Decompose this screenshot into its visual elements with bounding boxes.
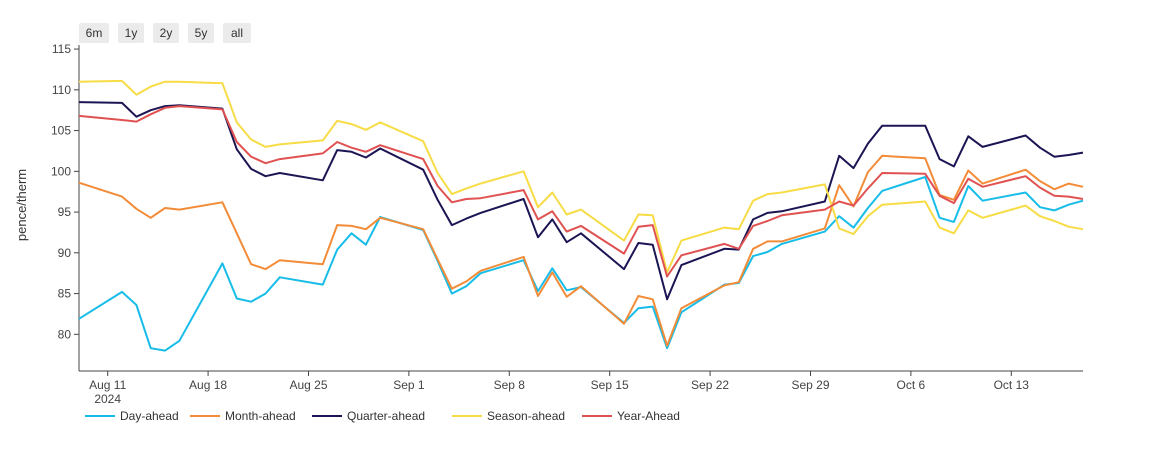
x-tick-label: Aug 18	[189, 378, 227, 392]
x-tick-label: Aug 25	[289, 378, 327, 392]
range-button-bg[interactable]	[188, 23, 214, 43]
y-tick-label: 110	[52, 83, 71, 97]
y-tick-label: 90	[58, 246, 72, 260]
y-tick-label: 80	[58, 327, 72, 341]
y-axis: 80 85 90 95 100 105 110 115	[51, 42, 80, 371]
y-tick-label: 115	[52, 42, 71, 56]
legend-label[interactable]: Quarter-ahead	[347, 409, 425, 423]
range-button-2y[interactable]: 2y	[153, 23, 179, 43]
y-axis-title: pence/therm	[14, 169, 29, 241]
range-button-bg[interactable]	[118, 23, 144, 43]
legend-item-year-ahead[interactable]: Year-Ahead	[582, 409, 680, 423]
range-button-bg[interactable]	[153, 23, 179, 43]
x-tick-label: Sep 1	[393, 378, 425, 392]
range-button-label[interactable]: 1y	[125, 26, 138, 40]
series-line-day-ahead	[78, 176, 1084, 352]
legend-item-quarter-ahead[interactable]: Quarter-ahead	[312, 409, 425, 423]
series-line-year-ahead	[78, 105, 1084, 278]
x-tick-label: Sep 8	[494, 378, 526, 392]
x-tick-label: Aug 11	[89, 378, 126, 392]
range-button-bg[interactable]	[223, 23, 251, 43]
series-line-month-ahead	[78, 154, 1084, 347]
x-tick-label: Sep 15	[591, 378, 629, 392]
range-button-all[interactable]: all	[223, 23, 251, 43]
x-tick-label: Sep 29	[791, 378, 829, 392]
x-tick-label: Oct 13	[994, 378, 1030, 392]
range-button-6m[interactable]: 6m	[79, 23, 109, 43]
range-button-5y[interactable]: 5y	[188, 23, 214, 43]
series-line-season-ahead	[78, 79, 1084, 274]
series-line-quarter-ahead	[78, 101, 1084, 301]
plot-area	[78, 79, 1084, 352]
legend-item-season-ahead[interactable]: Season-ahead	[452, 409, 565, 423]
legend-label[interactable]: Month-ahead	[225, 409, 296, 423]
legend: Day-ahead Month-ahead Quarter-ahead Season-…	[85, 409, 680, 423]
x-tick-year-label: 2024	[94, 392, 121, 406]
range-button-bg[interactable]	[79, 23, 109, 43]
range-button-label[interactable]: 5y	[195, 26, 208, 40]
range-button-label[interactable]: 2y	[160, 26, 173, 40]
range-button-label[interactable]: all	[231, 26, 243, 40]
legend-item-day-ahead[interactable]: Day-ahead	[85, 409, 179, 423]
legend-label[interactable]: Season-ahead	[487, 409, 565, 423]
y-tick-label: 95	[58, 205, 72, 219]
range-button-1y[interactable]: 1y	[118, 23, 144, 43]
y-tick-label: 85	[58, 287, 72, 301]
y-tick-label: 105	[51, 124, 71, 138]
legend-label[interactable]: Day-ahead	[120, 409, 179, 423]
legend-label[interactable]: Year-Ahead	[617, 409, 680, 423]
x-tick-label: Sep 22	[691, 378, 729, 392]
range-button-label[interactable]: 6m	[86, 26, 103, 40]
legend-item-month-ahead[interactable]: Month-ahead	[190, 409, 296, 423]
range-selector: 6m 1y 2y 5y all	[79, 23, 251, 43]
x-tick-label: Oct 6	[897, 378, 926, 392]
y-tick-label: 100	[51, 164, 71, 178]
